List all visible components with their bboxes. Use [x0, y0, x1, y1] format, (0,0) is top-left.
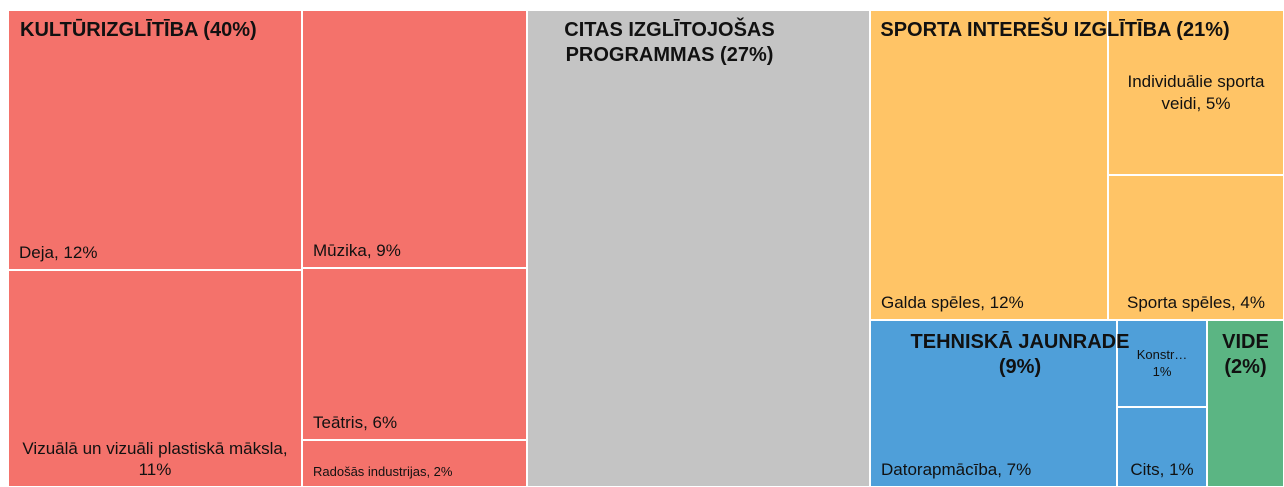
- leaf-cell: Deja, 12%: [8, 10, 302, 270]
- leaf-label: Sporta spēles, 4%: [1127, 292, 1265, 312]
- leaf-label: Individuālie sporta veidi, 5%: [1127, 72, 1265, 113]
- leaf-label: Teātris, 6%: [313, 412, 398, 432]
- leaf-cell: Mūzika, 9%: [302, 10, 527, 268]
- leaf-cell: Radošās industrijas, 2%: [302, 440, 527, 487]
- leaf-label: Konstr… 1%: [1136, 347, 1188, 379]
- leaf-label: Cits, 1%: [1130, 459, 1194, 479]
- leaf-cell: Sporta spēles, 4%: [1108, 175, 1284, 320]
- group-cell: [527, 10, 870, 487]
- group-title: VIDE (2%): [1222, 331, 1269, 378]
- group-title: SPORTA INTEREŠU IZGLĪTĪBA (21%): [880, 19, 1230, 41]
- leaf-cell: Individuālie sporta veidi, 5%: [1108, 10, 1284, 175]
- leaf-cell: Datorapmācība, 7%: [870, 320, 1117, 487]
- group-title: TEHNISKĀ JAUNRADE (9%): [910, 331, 1130, 378]
- leaf-label: Mūzika, 9%: [313, 240, 401, 260]
- leaf-label: Deja, 12%: [19, 242, 98, 262]
- leaf-cell: Vizuālā un vizuāli plastiskā māksla, 11%: [8, 270, 302, 487]
- leaf-cell: Galda spēles, 12%: [870, 10, 1108, 320]
- leaf-label: Galda spēles, 12%: [881, 292, 1024, 312]
- leaf-cell: Teātris, 6%: [302, 268, 527, 440]
- leaf-cell: Cits, 1%: [1117, 407, 1207, 487]
- leaf-label: Datorapmācība, 7%: [881, 459, 1032, 479]
- leaf-label: Vizuālā un vizuāli plastiskā māksla, 11%: [22, 438, 288, 479]
- leaf-cell: Konstr… 1%: [1117, 320, 1207, 407]
- group-title: CITAS IZGLĪTOJOŠAS PROGRAMMAS (27%): [564, 19, 775, 66]
- group-title: KULTŪRIZGLĪTĪBA (40%): [20, 19, 257, 41]
- leaf-label: Radošās industrijas, 2%: [313, 463, 453, 479]
